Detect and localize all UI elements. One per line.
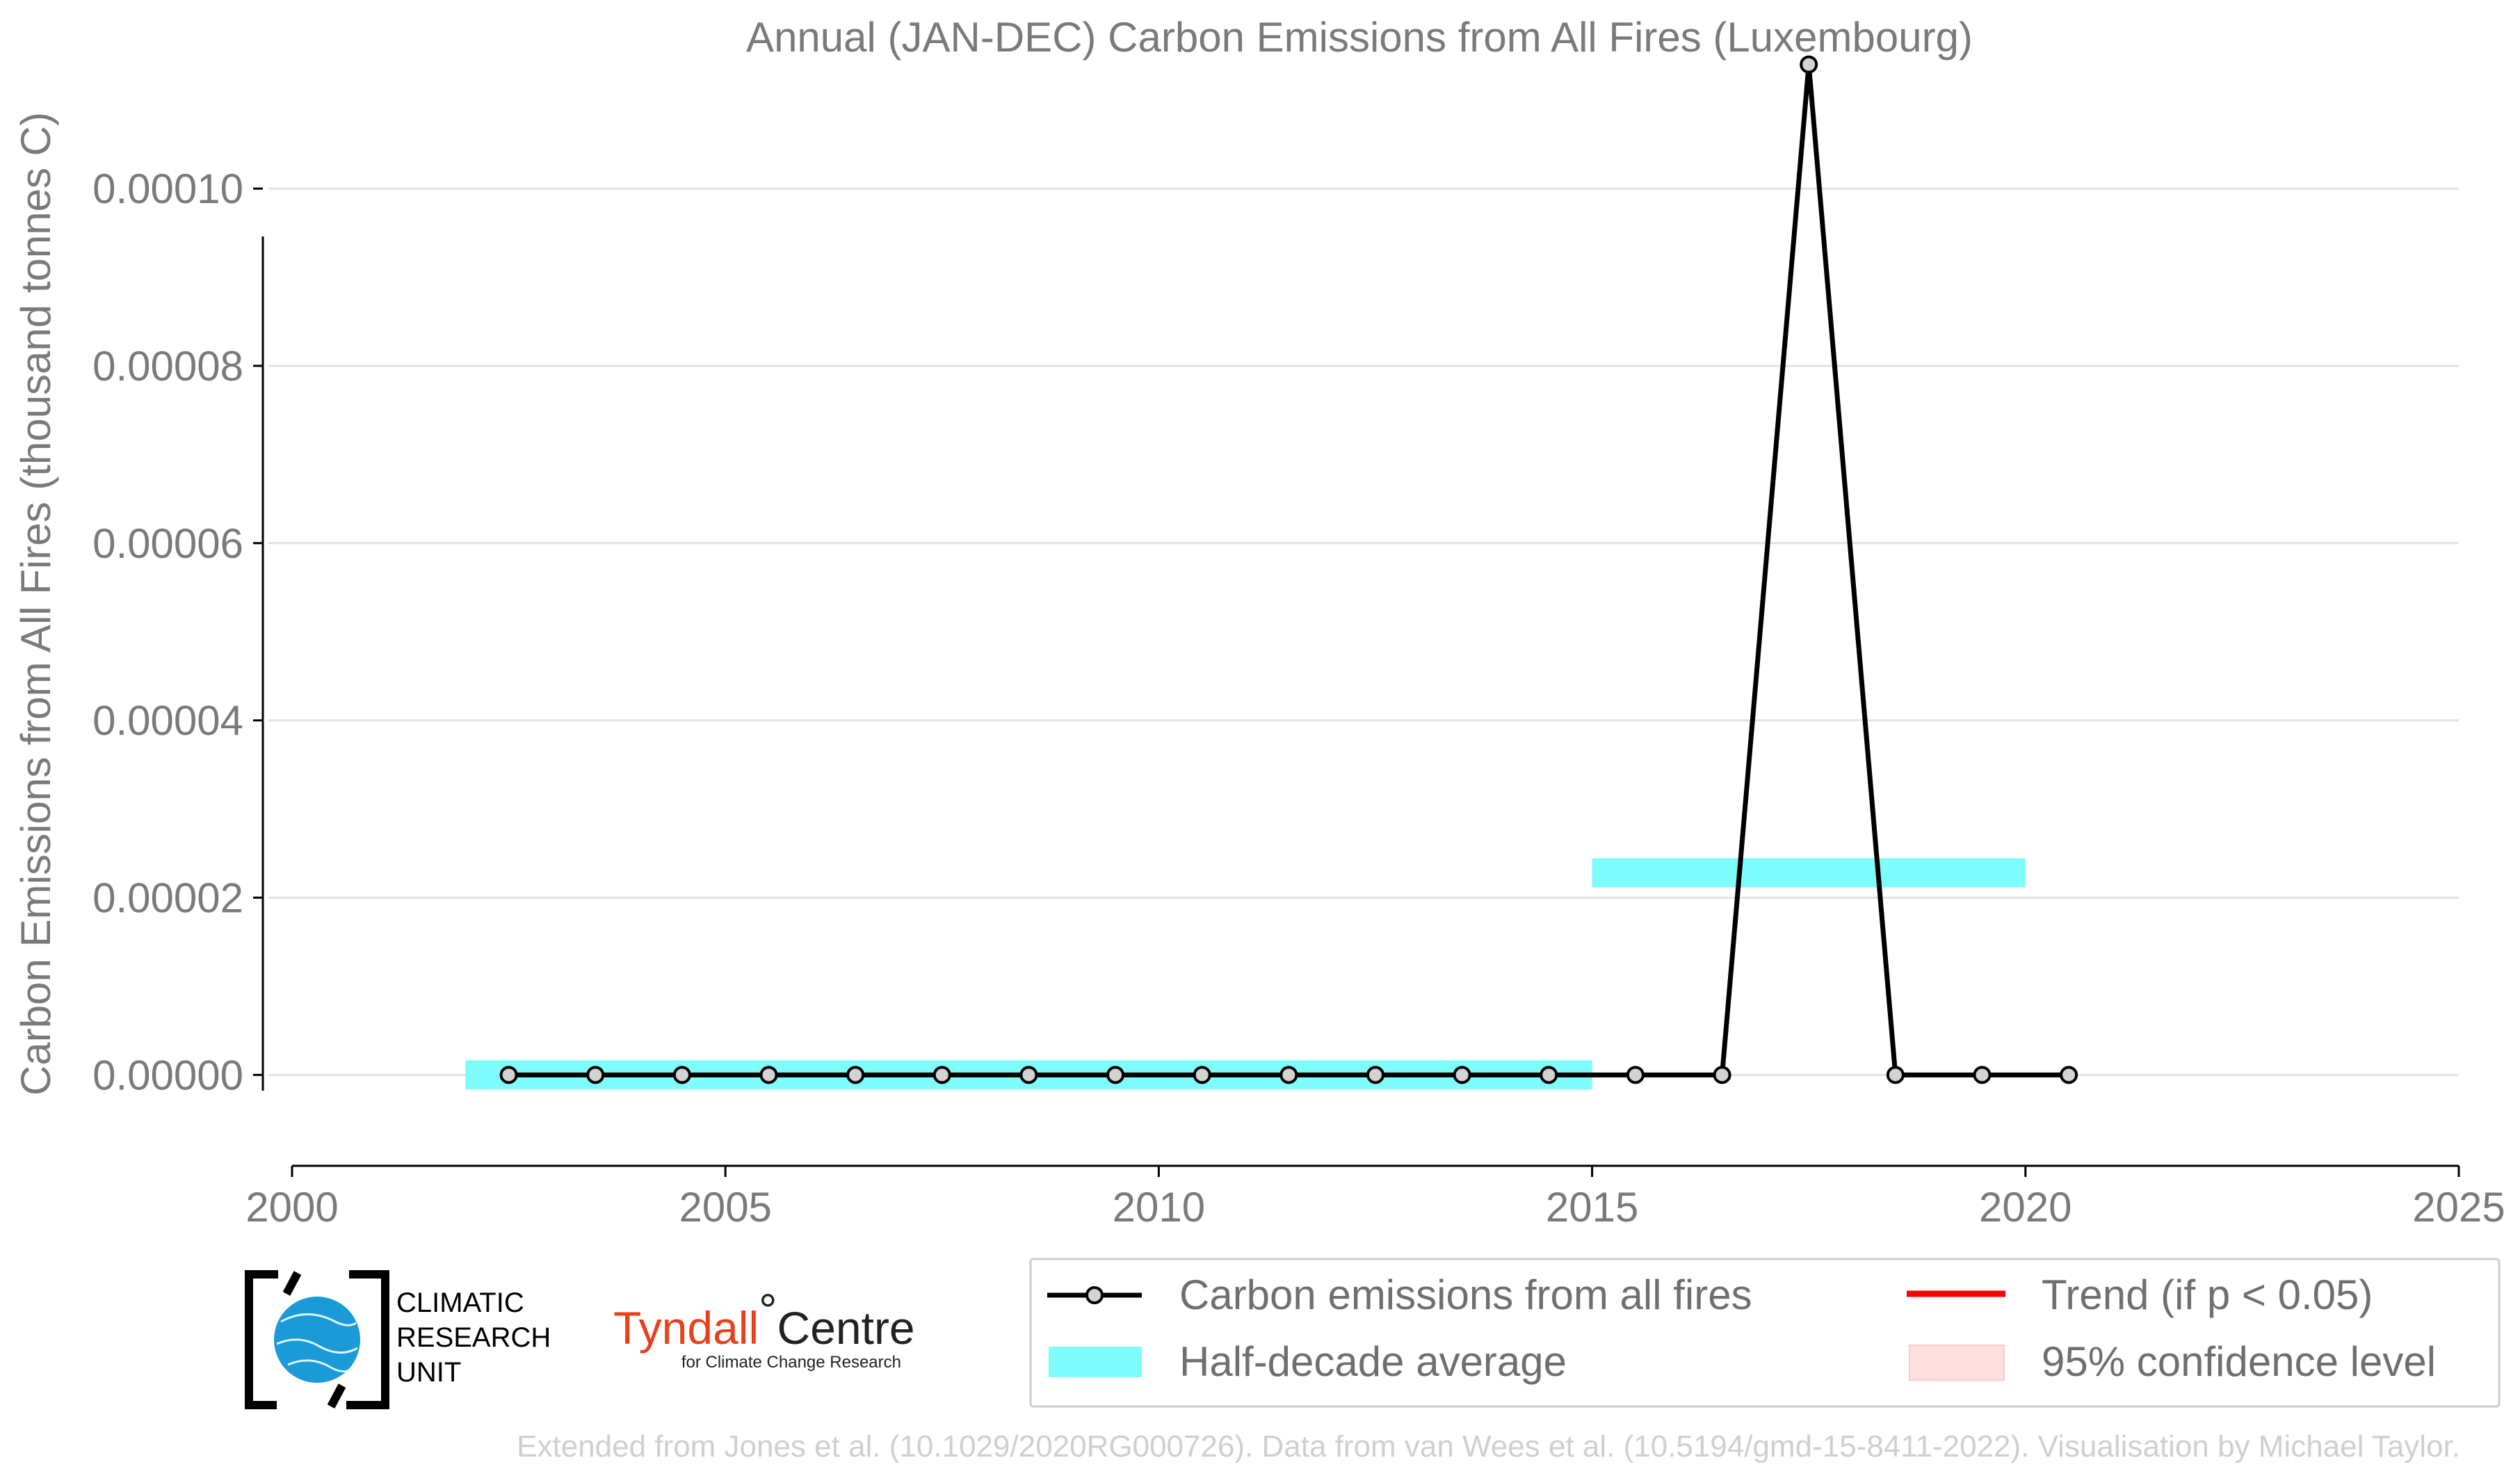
legend-label-trend: Trend (if p < 0.05) — [2042, 1272, 2373, 1318]
x-tick-label: 2015 — [1546, 1184, 1638, 1231]
tyndall-logo-wordmark: Tyndall°Centre — [613, 1284, 915, 1354]
x-tick-label: 2005 — [679, 1184, 771, 1231]
legend-marker-series — [1085, 1286, 1104, 1304]
data-point — [846, 1066, 865, 1084]
x-ticks: 2000 2005 2010 2015 2020 2025 — [245, 1166, 2505, 1231]
data-point — [1279, 1066, 1298, 1084]
x-tick-label: 2000 — [245, 1184, 338, 1231]
data-point — [499, 1066, 518, 1084]
globe-icon-swirl-3 — [287, 1359, 353, 1372]
tyndall-logo: Tyndall°Centre for Climate Change Resear… — [613, 1284, 915, 1372]
legend-swatch-half-decade — [1049, 1347, 1142, 1377]
half-decade-band — [1592, 858, 2026, 888]
legend: Carbon emissions from all fires Trend (i… — [1029, 1258, 2501, 1408]
data-point — [672, 1066, 691, 1084]
y-ticks: 0.00000 0.00002 0.00004 0.00006 0.00008 0.000… — [92, 166, 263, 1098]
cru-logo-line-1: CLIMATIC — [396, 1288, 524, 1318]
legend-label-half-decade: Half-decade average — [1179, 1338, 1567, 1385]
data-point — [759, 1066, 778, 1084]
globe-icon-swirl-1 — [280, 1313, 357, 1326]
data-point — [2060, 1066, 2078, 1084]
x-tick-label: 2020 — [1979, 1184, 2071, 1231]
globe-icon-swirl-2 — [276, 1338, 358, 1354]
x-tick-label: 2010 — [1113, 1184, 1205, 1231]
data-point — [1366, 1066, 1384, 1084]
data-point — [932, 1066, 951, 1084]
cru-logo-line-3: UNIT — [396, 1357, 461, 1388]
y-tick-label: 0.00008 — [92, 343, 243, 390]
legend-frame — [1029, 1258, 2501, 1408]
data-point — [1973, 1066, 1992, 1084]
footer-credit: Extended from Jones et al. (10.1029/2020… — [517, 1429, 2460, 1464]
series-line — [508, 62, 2069, 1077]
cru-logo-line-2: RESEARCH — [396, 1322, 551, 1353]
series-points — [499, 55, 2078, 1084]
chart-title: Annual (JAN-DEC) Carbon Emissions from A… — [746, 14, 1973, 61]
cru-logo-bracket-left — [245, 1270, 278, 1409]
data-point — [1453, 1066, 1471, 1084]
data-point — [1106, 1066, 1125, 1084]
series-lines — [508, 62, 2069, 1077]
cru-logo-bracket-right — [346, 1270, 389, 1409]
y-tick-label: 0.00000 — [92, 1052, 243, 1098]
half-decade-bands — [465, 858, 2026, 1090]
x-tick-label: 2025 — [2412, 1184, 2505, 1231]
cru-logo-slash-bottom — [327, 1384, 346, 1409]
tyndall-logo-subtitle: for Climate Change Research — [681, 1353, 901, 1372]
data-point — [1626, 1066, 1645, 1084]
data-point — [1540, 1066, 1558, 1084]
y-tick-label: 0.00010 — [92, 166, 243, 212]
data-point — [1019, 1066, 1038, 1084]
data-point — [1800, 55, 1818, 74]
grid-lines — [268, 187, 2459, 1076]
legend-label-confidence: 95% confidence level — [2042, 1338, 2436, 1385]
y-tick-label: 0.00004 — [92, 698, 243, 744]
y-tick-label: 0.00006 — [92, 520, 243, 567]
y-axis-label: Carbon Emissions from All Fires (thousan… — [13, 112, 59, 1096]
legend-label-series: Carbon emissions from all fires — [1179, 1272, 1752, 1318]
data-point — [1713, 1066, 1731, 1084]
legend-swatch-confidence — [1909, 1345, 2005, 1381]
data-point — [1193, 1066, 1211, 1084]
data-point — [586, 1066, 605, 1084]
cru-logo-slash-top — [282, 1271, 302, 1296]
cru-logo: CLIMATIC RESEARCH UNIT — [245, 1270, 551, 1409]
data-point — [1886, 1066, 1905, 1084]
y-tick-label: 0.00002 — [92, 874, 243, 921]
